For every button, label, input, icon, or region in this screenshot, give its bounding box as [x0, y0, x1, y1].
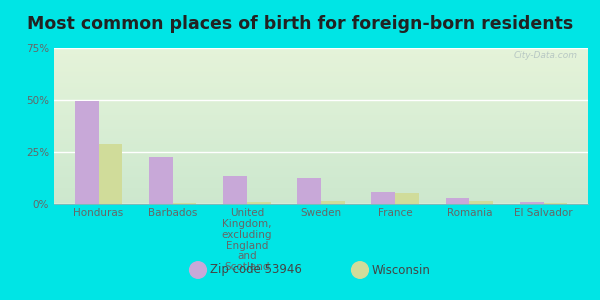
- Bar: [446, 198, 469, 204]
- Bar: [98, 144, 122, 204]
- Bar: [247, 202, 271, 204]
- Text: City-Data.com: City-Data.com: [514, 51, 577, 60]
- Bar: [297, 178, 321, 204]
- Bar: [469, 201, 493, 204]
- Bar: [544, 203, 567, 204]
- Text: Wisconsin: Wisconsin: [372, 263, 431, 277]
- Bar: [75, 101, 98, 204]
- Text: Zip code 53946: Zip code 53946: [210, 263, 302, 277]
- Bar: [371, 191, 395, 204]
- Text: Most common places of birth for foreign-born residents: Most common places of birth for foreign-…: [27, 15, 573, 33]
- Bar: [223, 176, 247, 204]
- Bar: [520, 202, 544, 204]
- Bar: [321, 201, 345, 204]
- Bar: [149, 157, 173, 204]
- Bar: [395, 193, 419, 204]
- Bar: [173, 203, 196, 204]
